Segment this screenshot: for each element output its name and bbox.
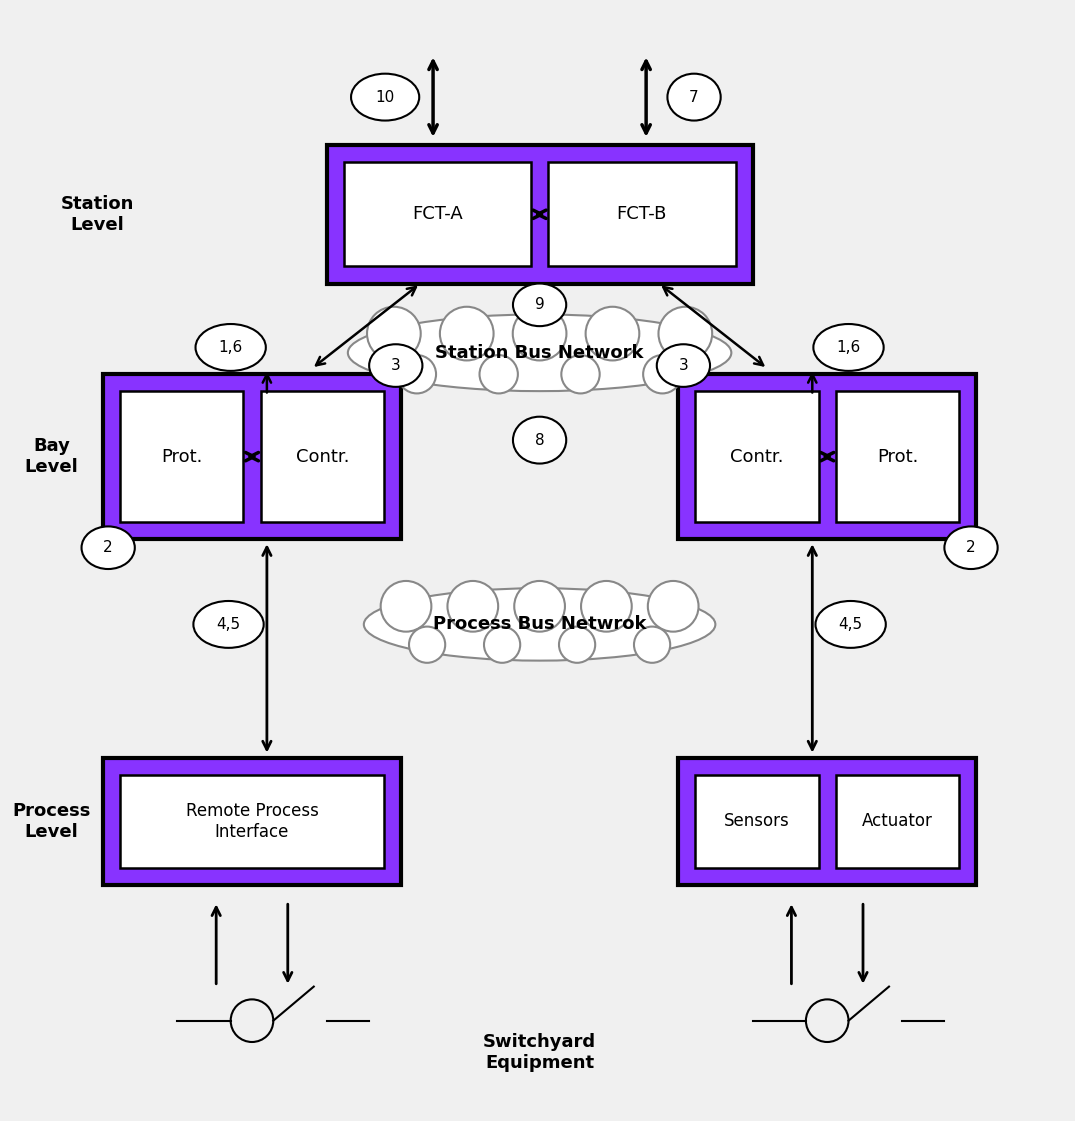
- Circle shape: [408, 627, 445, 663]
- FancyBboxPatch shape: [835, 391, 959, 522]
- Text: Switchyard
Equipment: Switchyard Equipment: [483, 1034, 597, 1073]
- FancyBboxPatch shape: [678, 374, 976, 539]
- FancyBboxPatch shape: [327, 145, 752, 284]
- Ellipse shape: [657, 344, 711, 387]
- Text: Process Bus Netwrok: Process Bus Netwrok: [433, 615, 646, 633]
- Circle shape: [440, 307, 493, 361]
- Ellipse shape: [945, 527, 998, 569]
- Ellipse shape: [513, 284, 567, 326]
- Circle shape: [484, 627, 520, 663]
- Ellipse shape: [82, 527, 134, 569]
- FancyBboxPatch shape: [548, 163, 735, 267]
- Circle shape: [514, 581, 565, 631]
- Circle shape: [586, 307, 640, 361]
- Text: 2: 2: [966, 540, 976, 555]
- Text: FCT-A: FCT-A: [412, 205, 462, 223]
- Text: 7: 7: [689, 90, 699, 104]
- FancyBboxPatch shape: [835, 775, 959, 869]
- Circle shape: [367, 307, 420, 361]
- Text: 4,5: 4,5: [216, 617, 241, 632]
- Ellipse shape: [194, 601, 263, 648]
- Circle shape: [513, 307, 567, 361]
- FancyBboxPatch shape: [120, 775, 384, 869]
- Text: FCT-B: FCT-B: [617, 205, 668, 223]
- Circle shape: [648, 581, 699, 631]
- FancyBboxPatch shape: [120, 391, 243, 522]
- Ellipse shape: [814, 324, 884, 371]
- Ellipse shape: [369, 344, 422, 387]
- FancyBboxPatch shape: [103, 374, 401, 539]
- Text: Prot.: Prot.: [877, 447, 918, 465]
- Text: Contr.: Contr.: [296, 447, 349, 465]
- Text: Bay
Level: Bay Level: [25, 437, 78, 476]
- FancyBboxPatch shape: [696, 775, 819, 869]
- FancyBboxPatch shape: [103, 758, 401, 886]
- Ellipse shape: [513, 417, 567, 464]
- Circle shape: [479, 355, 518, 393]
- Text: 2: 2: [103, 540, 113, 555]
- Ellipse shape: [363, 589, 715, 660]
- Circle shape: [559, 627, 596, 663]
- FancyBboxPatch shape: [344, 163, 531, 267]
- Text: Actuator: Actuator: [862, 813, 933, 831]
- Text: Station Bus Network: Station Bus Network: [435, 344, 644, 362]
- Circle shape: [659, 307, 712, 361]
- Text: Prot.: Prot.: [161, 447, 202, 465]
- Ellipse shape: [352, 74, 419, 121]
- Text: Station
Level: Station Level: [61, 195, 134, 233]
- Text: 3: 3: [391, 358, 401, 373]
- Text: Remote Process
Interface: Remote Process Interface: [186, 803, 318, 841]
- Circle shape: [643, 355, 682, 393]
- Ellipse shape: [668, 74, 720, 121]
- Circle shape: [447, 581, 498, 631]
- Text: Sensors: Sensors: [725, 813, 790, 831]
- Text: 4,5: 4,5: [838, 617, 863, 632]
- Text: 3: 3: [678, 358, 688, 373]
- Text: 8: 8: [534, 433, 544, 447]
- Ellipse shape: [196, 324, 266, 371]
- Ellipse shape: [348, 314, 731, 391]
- Circle shape: [398, 355, 436, 393]
- Text: 9: 9: [534, 297, 544, 313]
- Text: Contr.: Contr.: [730, 447, 784, 465]
- Text: 1,6: 1,6: [218, 340, 243, 355]
- Ellipse shape: [816, 601, 886, 648]
- Text: 10: 10: [375, 90, 395, 104]
- Circle shape: [580, 581, 632, 631]
- Circle shape: [381, 581, 431, 631]
- Circle shape: [634, 627, 670, 663]
- FancyBboxPatch shape: [678, 758, 976, 886]
- Text: Process
Level: Process Level: [13, 803, 91, 841]
- FancyBboxPatch shape: [696, 391, 819, 522]
- Text: 1,6: 1,6: [836, 340, 861, 355]
- Circle shape: [561, 355, 600, 393]
- FancyBboxPatch shape: [260, 391, 384, 522]
